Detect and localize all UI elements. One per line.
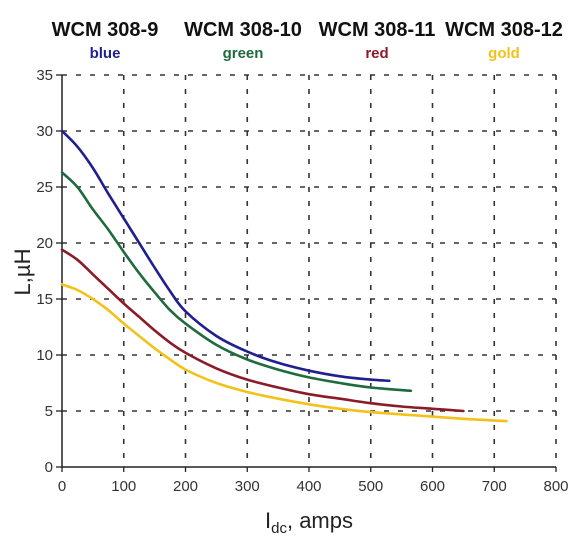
y-tick-label: 30 [36, 123, 53, 140]
x-tick-label: 300 [235, 478, 260, 495]
x-tick-label: 600 [420, 478, 445, 495]
series-lines [60, 129, 508, 423]
y-tick-label: 20 [36, 235, 53, 252]
legend-series-name: WCM 308-10 [184, 19, 302, 41]
x-tick-label: 100 [111, 478, 136, 495]
axes [61, 75, 556, 468]
y-tick-label: 35 [36, 67, 53, 84]
series-line-red [60, 248, 465, 413]
y-tick-label: 15 [36, 291, 53, 308]
legend-color-label: blue [90, 45, 121, 62]
legend-series-name: WCM 308-9 [52, 19, 159, 41]
x-axis-title-main: I [265, 508, 271, 533]
y-tick-label: 5 [45, 403, 53, 420]
grid [56, 74, 557, 472]
x-axis-title-subscript: dc [271, 520, 287, 537]
x-axis-title-rest: , amps [287, 508, 353, 533]
legend-color-label: red [365, 45, 388, 62]
legend-color-label: gold [488, 45, 520, 62]
x-tick-labels: 0 100 200 300 400 500 600 700 800 [58, 478, 569, 495]
series-line-blue [60, 129, 391, 383]
legend-color-label: green [223, 45, 264, 62]
y-axis-title: L,µH [10, 249, 35, 296]
x-axis-title: Idc, amps [265, 508, 353, 537]
x-tick-label: 700 [482, 478, 507, 495]
x-tick-label: 400 [296, 478, 321, 495]
legend-series-name: WCM 308-11 [319, 19, 436, 41]
x-tick-label: 0 [58, 478, 66, 495]
y-tick-labels: 0 5 10 15 20 25 30 35 [36, 67, 53, 476]
series-line-green [60, 171, 413, 393]
series-line-gold [60, 283, 508, 423]
y-tick-label: 10 [36, 347, 53, 364]
y-tick-label: 25 [36, 179, 53, 196]
x-tick-label: 500 [358, 478, 383, 495]
legend-series-name: WCM 308-12 [445, 19, 563, 41]
y-tick-label: 0 [45, 459, 53, 476]
legend: WCM 308-9 blue WCM 308-10 green WCM 308-11 re… [52, 19, 563, 62]
x-tick-label: 200 [173, 478, 198, 495]
x-tick-label: 800 [543, 478, 568, 495]
